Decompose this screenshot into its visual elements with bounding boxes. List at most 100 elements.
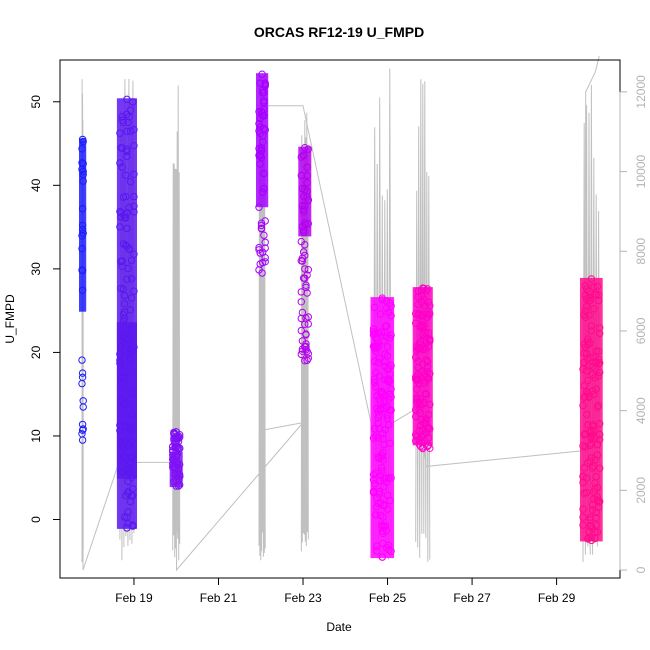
data-point-cluster <box>116 322 137 529</box>
data-point <box>302 340 310 348</box>
y2-tick-label: 2000 <box>634 477 648 504</box>
x-tick-label: Feb 21 <box>200 591 238 605</box>
y2-tick-label: 8000 <box>634 238 648 265</box>
series-rf16 <box>297 144 312 365</box>
data-point <box>302 283 310 292</box>
data-point <box>172 482 180 490</box>
data-point <box>298 308 307 317</box>
data-point <box>378 296 386 304</box>
data-point <box>301 357 309 365</box>
data-point <box>301 265 309 273</box>
y2-tick-label: 0 <box>634 566 648 573</box>
altitude-line <box>82 55 600 572</box>
series-rf12 <box>78 135 87 444</box>
series-rf13 <box>116 95 138 532</box>
data-point <box>302 342 310 351</box>
data-point <box>258 269 266 277</box>
data-point-cluster <box>412 287 433 446</box>
data-point <box>304 350 312 358</box>
data-point <box>587 275 596 283</box>
data-point <box>79 397 87 405</box>
data-point <box>123 95 131 104</box>
data-point <box>301 144 309 152</box>
x-tick-label: Feb 19 <box>115 591 153 605</box>
x-tick-label: Feb 27 <box>453 591 491 605</box>
data-point-cluster <box>298 146 312 237</box>
altitude-layer <box>81 55 601 572</box>
x-tick-label: Feb 23 <box>284 591 322 605</box>
data-point <box>176 444 184 452</box>
points-layer <box>78 70 604 561</box>
data-point-cluster <box>79 138 87 312</box>
y-tick-label: 0 <box>29 516 43 523</box>
data-point <box>261 244 269 252</box>
series-rf17 <box>369 294 395 561</box>
data-point <box>419 444 427 453</box>
data-point <box>261 258 269 266</box>
data-point <box>123 110 131 119</box>
data-point <box>302 330 310 338</box>
x-tick-label: Feb 29 <box>538 591 576 605</box>
y-tick-label: 50 <box>29 95 43 109</box>
data-point <box>304 320 312 328</box>
data-point <box>257 221 266 230</box>
data-point <box>297 326 305 335</box>
data-point <box>78 373 87 381</box>
y-axis-label: U_FMPD <box>3 294 17 344</box>
data-point-cluster <box>169 451 183 488</box>
data-point <box>174 432 183 440</box>
x-tick-label: Feb 25 <box>369 591 407 605</box>
y-axis: 0 10 20 30 40 50 <box>29 95 61 523</box>
data-point <box>261 254 269 262</box>
data-point <box>302 281 310 289</box>
series-rf19 <box>579 275 604 545</box>
data-point <box>302 346 310 354</box>
data-point <box>176 433 184 441</box>
data-point <box>78 436 87 444</box>
x-axis-label: Date <box>326 620 352 634</box>
data-point <box>78 135 87 144</box>
data-point <box>174 434 183 443</box>
data-point-cluster <box>580 277 603 542</box>
data-point <box>260 231 268 239</box>
y2-tick-label: 12000 <box>634 75 648 109</box>
y2-axis: 0 2000 4000 6000 8000 10000 12000 <box>619 75 648 573</box>
x-axis: Feb 19 Feb 21 Feb 23 Feb 25 Feb 27 Feb 29 <box>115 577 576 605</box>
data-point <box>173 433 182 441</box>
altitude-flight-trace <box>172 85 181 561</box>
y-tick-label: 30 <box>29 262 43 276</box>
data-point <box>303 289 311 297</box>
y2-tick-label: 10000 <box>634 155 648 189</box>
data-point <box>257 219 266 227</box>
chart-title: ORCAS RF12-19 U_FMPD <box>254 24 424 40</box>
data-point <box>299 248 308 256</box>
y-tick-label: 40 <box>29 178 43 192</box>
data-point <box>123 524 131 532</box>
data-point <box>587 536 596 545</box>
data-point <box>303 271 311 279</box>
data-point <box>304 266 312 274</box>
data-point <box>301 241 309 249</box>
data-point <box>78 356 86 364</box>
y-tick-label: 20 <box>29 345 43 359</box>
y-tick-label: 10 <box>29 429 43 443</box>
data-point <box>261 217 269 225</box>
data-point-cluster <box>370 297 395 559</box>
data-point <box>257 225 266 233</box>
data-point-cluster <box>256 73 269 208</box>
altitude-flight-trace <box>300 112 309 552</box>
data-point <box>172 428 180 436</box>
data-point <box>304 313 312 321</box>
plot-frame <box>59 59 621 579</box>
data-point <box>79 425 87 433</box>
series-rf18 <box>412 284 434 453</box>
series-rf15 <box>255 70 269 277</box>
y2-tick-label: 4000 <box>634 397 648 424</box>
data-point <box>297 350 305 359</box>
data-point <box>258 70 266 78</box>
data-point <box>378 553 386 561</box>
data-point <box>78 369 87 377</box>
y2-tick-label: 6000 <box>634 317 648 344</box>
data-point <box>297 298 305 306</box>
